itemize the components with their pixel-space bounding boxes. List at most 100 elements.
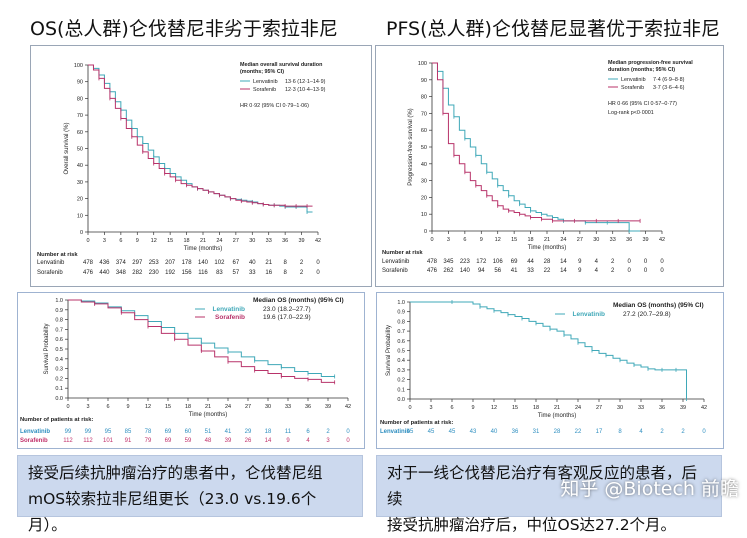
pfs-overall-risk-sorafenib-cell: 14 (560, 268, 567, 274)
os-overall-xtick-label: 6 (119, 238, 122, 244)
os-responders-xtick-label: 33 (638, 405, 644, 411)
pfs-overall-risk-sorafenib-cell: 262 (443, 268, 454, 274)
os-responders-xtick-label: 18 (533, 405, 539, 411)
os-subsequent-xtick-label: 0 (66, 404, 69, 410)
os-subsequent-risk-sorafenib-cell: 69 (165, 438, 172, 444)
pfs-overall-xtick-label: 33 (610, 237, 616, 243)
os-overall-curve-lenvatinib (88, 64, 313, 213)
os-subsequent-risk-sorafenib-cell: 26 (245, 438, 252, 444)
os-responders-risk-lenvatinib-cell: 36 (512, 429, 519, 435)
os-subsequent-risk-sorafenib-cell: 3 (326, 438, 330, 444)
os-responders-ytick-label: 0.7 (397, 329, 405, 335)
os-overall-risk-lenvatinib-cell: 374 (116, 260, 127, 266)
pfs-overall-legend-subtitle: duration (months; 95% CI) (608, 67, 675, 73)
caption-right-line2: 接受抗肿瘤治疗后，中位OS达27.2个月。 (387, 516, 677, 534)
os-overall-xtick-label: 33 (266, 238, 272, 244)
os-subsequent-risk-lenvatinib-cell: 18 (265, 429, 272, 435)
pfs-overall-risk-lenvatinib-cell: 14 (560, 259, 567, 265)
os-subsequent-ytick-label: 0.8 (55, 318, 63, 324)
os-subsequent-risk-lenvatinib-cell: 0 (346, 429, 350, 435)
os-overall-risk-sorafenib-cell: 8 (283, 270, 287, 276)
os-subsequent-risk-sorafenib-cell: 91 (125, 438, 132, 444)
os-responders-xtick-label: 27 (596, 405, 602, 411)
pfs-overall-risk-lenvatinib-cell: 9 (578, 259, 582, 265)
os-overall-risk-lenvatinib-cell: 102 (214, 260, 225, 266)
pfs-overall-risk-sorafenib-cell: 94 (478, 268, 485, 274)
pfs-overall-risk-title: Number at risk (382, 250, 423, 256)
os-responders-risk-title: Number of patients at risk: (380, 420, 454, 426)
watermark-text: 知乎 @Biotech 前瞻 (560, 478, 739, 500)
pfs-overall-risk-lenvatinib-cell: 4 (595, 259, 599, 265)
pfs-overall-xtick-label: 0 (430, 237, 433, 243)
os-overall-xtick-label: 0 (86, 238, 89, 244)
pfs-overall-risk-sorafenib-cell: 33 (527, 268, 534, 274)
pfs-overall-xtick-label: 39 (643, 237, 649, 243)
pfs-overall-risk-lenvatinib-cell: 44 (527, 259, 534, 265)
os-overall-hr-text: HR 0·92 (95% CI 0·79–1·06) (240, 103, 309, 109)
os-responders-risk-lenvatinib-cell: 45 (428, 429, 435, 435)
os-subsequent-risk-lenvatinib-cell: 11 (285, 429, 292, 435)
os-overall-risk-sorafenib-cell: 230 (149, 270, 160, 276)
os-overall-risk-sorafenib-cell: 282 (132, 270, 143, 276)
pfs-overall-risk-sorafenib-cell: 476 (427, 268, 438, 274)
pfs-overall-legend-ci-sorafenib: 3·7 (3·6–4·6) (653, 85, 685, 91)
os-subsequent-ytick-label: 0.2 (55, 376, 63, 382)
panel-pfs-overall (375, 45, 724, 287)
os-overall-xtick-label: 39 (299, 238, 305, 244)
os-responders-risk-lenvatinib-cell: 31 (533, 429, 540, 435)
os-overall-risk-lenvatinib-cell: 478 (83, 260, 94, 266)
os-responders-risk-lenvatinib-cell: 40 (491, 429, 498, 435)
os-responders-xtick-label: 9 (471, 405, 474, 411)
os-responders-risk-lenvatinib-cell: 45 (449, 429, 456, 435)
os-responders-risk-lenvatinib-cell: 2 (660, 429, 664, 435)
pfs-overall-risk-lenvatinib-cell: 478 (427, 259, 438, 265)
pfs-overall-risk-lenvatinib-cell: 223 (460, 259, 471, 265)
os-subsequent-risk-lenvatinib-cell: 78 (145, 429, 152, 435)
pfs-overall-xtick-label: 18 (528, 237, 534, 243)
os-subsequent-ytick-label: 0.5 (55, 347, 63, 353)
pfs-overall-xtick-label: 6 (463, 237, 466, 243)
pfs-overall-ytick-label: 40 (421, 162, 427, 168)
pfs-overall-ytick-label: 50 (421, 145, 427, 151)
os-subsequent-legend-ci-lenvatinib: 23.0 (18.2–27.7) (263, 306, 311, 313)
os-overall-risk-title: Number at risk (37, 252, 78, 258)
pfs-overall-xtick-label: 3 (447, 237, 450, 243)
os-overall-ytick-label: 60 (77, 130, 83, 136)
os-subsequent-xtick-label: 33 (285, 404, 291, 410)
os-overall-risk-sorafenib-cell: 156 (182, 270, 193, 276)
os-responders-ytick-label: 0.2 (397, 378, 405, 384)
os-overall-ytick-label: 70 (77, 113, 83, 119)
os-subsequent-legend-ci-sorafenib: 19.6 (17.0–22.9) (263, 314, 311, 321)
panel-os-subsequent (17, 292, 365, 449)
os-responders-ytick-label: 0.5 (397, 349, 405, 355)
os-responders-risk-lenvatinib-cell: 43 (470, 429, 477, 435)
os-responders-xtick-label: 12 (491, 405, 497, 411)
panel-os-overall (30, 45, 372, 287)
os-responders-risk-lenvatinib-cell: 4 (639, 429, 643, 435)
pfs-overall-ytick-label: 10 (421, 212, 427, 218)
pfs-overall-xtick-label: 9 (480, 237, 483, 243)
os-responders-curve-lenvatinib (410, 301, 687, 399)
os-overall-xtick-label: 12 (151, 238, 157, 244)
os-overall-legend-ci-lenvatinib: 13·6 (12·1–14·9) (285, 79, 326, 85)
os-overall-risk-lenvatinib-cell: 207 (165, 260, 176, 266)
os-overall-ytick-label: 20 (77, 197, 83, 203)
pfs-overall-risk-sorafenib-cell: 56 (494, 268, 501, 274)
os-overall-legend-title: Median overall survival duration (240, 62, 322, 68)
os-responders-risk-label-lenvatinib: Lenvatinib (380, 429, 410, 435)
os-subsequent-risk-lenvatinib-cell: 41 (225, 429, 232, 435)
os-responders-xtick-label: 15 (512, 405, 518, 411)
os-subsequent-risk-lenvatinib-cell: 60 (185, 429, 192, 435)
os-responders-ytick-label: 0.3 (397, 368, 405, 374)
os-overall-risk-lenvatinib-cell: 2 (300, 260, 304, 266)
os-overall-legend-ci-sorafenib: 12·3 (10·4–13·9) (285, 87, 326, 93)
pfs-overall-xtick-label: 36 (626, 237, 632, 243)
os-overall-xtick-label: 27 (233, 238, 239, 244)
pfs-overall-ytick-label: 90 (421, 78, 427, 84)
os-overall-risk-lenvatinib-cell: 0 (316, 260, 320, 266)
os-overall-ytick-label: 90 (77, 80, 83, 86)
pfs-overall-risk-lenvatinib-cell: 2 (611, 259, 615, 265)
os-responders-legend-title: Median OS (months) (95% CI) (613, 302, 704, 309)
os-overall-xtick-label: 24 (216, 238, 222, 244)
os-subsequent-legend-label-lenvatinib: Lenvatinib (212, 306, 245, 313)
